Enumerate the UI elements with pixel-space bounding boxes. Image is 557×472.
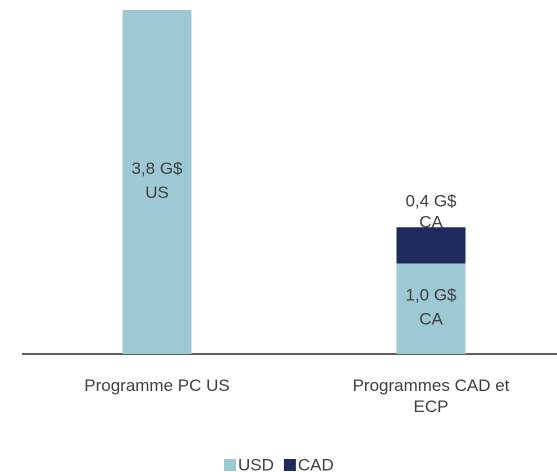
bar-segment xyxy=(122,10,192,354)
legend-swatch xyxy=(224,459,236,471)
data-label: 0,4 G$ CA xyxy=(405,192,457,232)
x-tick-label: Programme PC US xyxy=(84,376,229,395)
x-tick-label: Programmes CAD et ECP xyxy=(353,376,510,416)
bar-segment xyxy=(396,263,466,354)
data-label: 3,8 G$ US xyxy=(131,159,183,202)
data-label: 1,0 G$ CA xyxy=(405,286,457,329)
bar-segment xyxy=(396,227,466,264)
legend-label: CAD xyxy=(298,455,334,472)
legend-swatch xyxy=(283,459,296,471)
legend-label: USD xyxy=(238,455,274,472)
